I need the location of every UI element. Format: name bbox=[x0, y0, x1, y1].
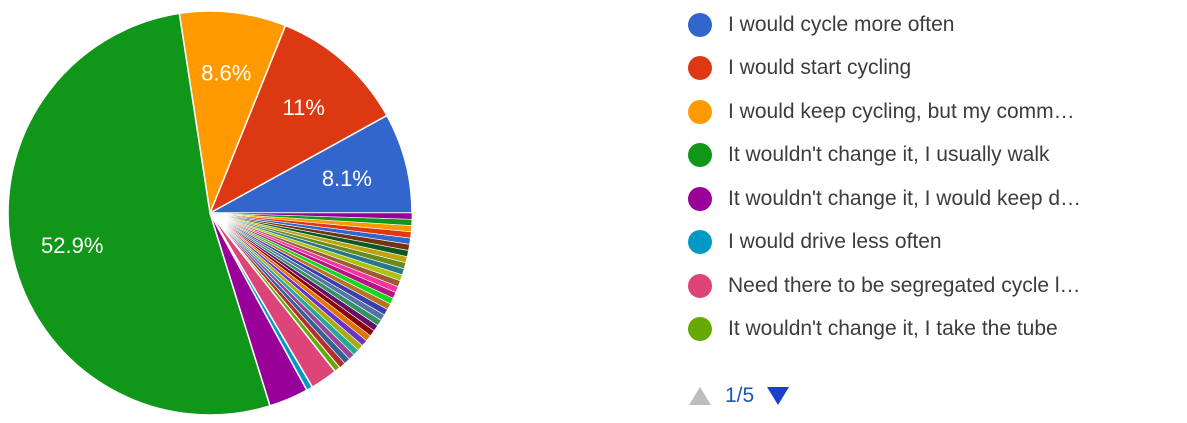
legend-color-dot bbox=[688, 56, 712, 81]
legend-item-3[interactable]: I would keep cycling, but my comm… bbox=[688, 90, 1081, 134]
legend-item-6[interactable]: I would drive less often bbox=[688, 221, 1081, 265]
pie-data-label-3: 8.6% bbox=[201, 61, 251, 86]
pie-data-label-2: 11% bbox=[282, 95, 324, 120]
pie-slices bbox=[7, 10, 413, 416]
legend-item-4[interactable]: It wouldn't change it, I usually walk bbox=[688, 134, 1081, 178]
pager-up-button[interactable] bbox=[688, 386, 712, 406]
legend-color-dot bbox=[688, 273, 712, 298]
legend-label: It wouldn't change it, I would keep d… bbox=[728, 186, 1082, 210]
pie-slice-1 bbox=[209, 114, 413, 214]
legend-color-dot bbox=[688, 317, 712, 342]
legend-item-8[interactable]: It wouldn't change it, I take the tube bbox=[688, 308, 1081, 352]
legend-label: I would cycle more often bbox=[728, 12, 955, 36]
legend-item-2[interactable]: I would start cycling bbox=[688, 47, 1081, 91]
pager-down-button[interactable] bbox=[766, 386, 790, 406]
pie-minor-slice-28 bbox=[209, 212, 413, 220]
legend-label: Need there to be segregated cycle l… bbox=[728, 273, 1081, 297]
pie-data-labels: 8.1% 11% 8.6% 52.9% bbox=[41, 61, 372, 258]
legend-label: I would keep cycling, but my comm… bbox=[728, 99, 1075, 123]
legend-color-dot bbox=[688, 143, 712, 168]
pie-slice-4 bbox=[7, 12, 271, 416]
pie-slice-2 bbox=[208, 24, 388, 215]
triangle-down-icon bbox=[767, 387, 790, 405]
legend-color-dot bbox=[688, 186, 712, 211]
pie-data-label-1: 8.1% bbox=[322, 166, 372, 191]
legend: I would cycle more often I would start cy… bbox=[688, 3, 1081, 351]
legend-color-dot bbox=[688, 99, 712, 124]
triangle-up-icon bbox=[689, 387, 711, 405]
legend-label: I would drive less often bbox=[728, 230, 942, 254]
legend-color-dot bbox=[688, 230, 712, 255]
legend-item-7[interactable]: Need there to be segregated cycle l… bbox=[688, 264, 1081, 308]
pie-slice-3 bbox=[178, 10, 287, 216]
pie-data-label-4: 52.9% bbox=[41, 233, 103, 258]
legend-pager: 1/5 bbox=[688, 384, 790, 408]
legend-label: It wouldn't change it, I take the tube bbox=[728, 317, 1058, 341]
legend-color-dot bbox=[688, 12, 712, 37]
pager-page-label: 1/5 bbox=[725, 384, 755, 407]
legend-label: It wouldn't change it, I usually walk bbox=[728, 143, 1050, 167]
legend-item-5[interactable]: It wouldn't change it, I would keep d… bbox=[688, 177, 1081, 221]
legend-label: I would start cycling bbox=[728, 56, 912, 80]
legend-item-1[interactable]: I would cycle more often bbox=[688, 3, 1081, 47]
